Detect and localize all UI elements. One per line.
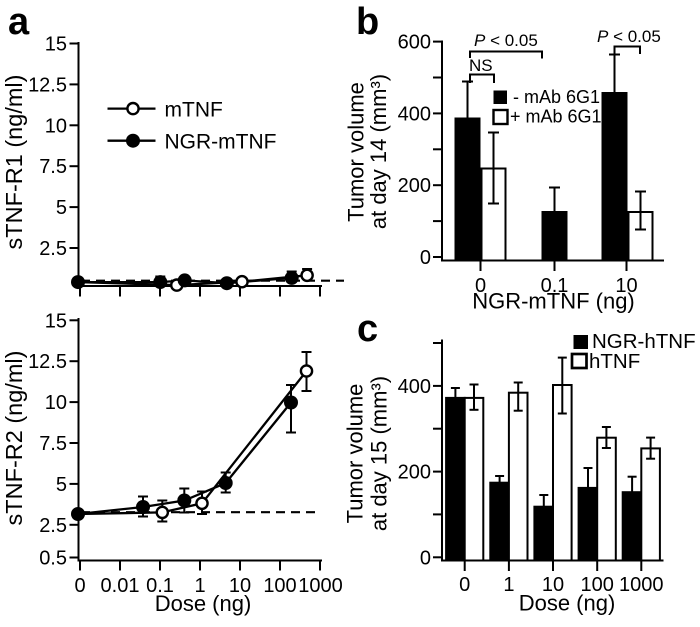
svg-text:b: b <box>356 1 379 43</box>
svg-text:a: a <box>8 1 30 43</box>
svg-text:at day 14 (mm³): at day 14 (mm³) <box>366 74 391 229</box>
svg-text:NGR-mTNF (ng): NGR-mTNF (ng) <box>472 289 635 314</box>
svg-text:NGR-hTNF: NGR-hTNF <box>592 330 696 353</box>
svg-text:15: 15 <box>45 310 67 332</box>
svg-text:100: 100 <box>263 575 296 597</box>
svg-text:c: c <box>357 308 378 350</box>
svg-text:- mAb 6G1: - mAb 6G1 <box>513 87 600 107</box>
svg-text:NGR-mTNF: NGR-mTNF <box>165 131 277 154</box>
svg-text:0: 0 <box>420 247 431 269</box>
svg-text:Tumor volume: Tumor volume <box>342 384 367 524</box>
svg-text:12.5: 12.5 <box>28 74 67 96</box>
svg-text:1: 1 <box>194 575 205 597</box>
svg-text:5: 5 <box>56 474 67 496</box>
svg-text:Dose (ng): Dose (ng) <box>519 591 616 616</box>
svg-text:12.5: 12.5 <box>28 351 67 373</box>
svg-text:0: 0 <box>459 574 470 596</box>
svg-text:0.01: 0.01 <box>101 575 140 597</box>
svg-text:10: 10 <box>615 275 637 297</box>
svg-text:1: 1 <box>503 574 514 596</box>
svg-text:sTNF-R1 (ng/ml): sTNF-R1 (ng/ml) <box>1 75 27 250</box>
svg-text:15: 15 <box>45 34 67 56</box>
svg-text:0.1: 0.1 <box>541 275 569 297</box>
svg-text:+ mAb 6G1: + mAb 6G1 <box>510 107 602 127</box>
svg-text:10: 10 <box>542 574 564 596</box>
svg-text:100: 100 <box>581 574 614 596</box>
svg-text:0: 0 <box>420 547 431 569</box>
svg-text:Dose (ng): Dose (ng) <box>155 591 252 616</box>
svg-text:200: 200 <box>398 175 431 197</box>
svg-text:2.5: 2.5 <box>39 238 67 260</box>
svg-text:5: 5 <box>56 197 67 219</box>
svg-text:2.5: 2.5 <box>39 515 67 537</box>
svg-text:P < 0.05: P < 0.05 <box>597 27 661 46</box>
svg-text:1000: 1000 <box>619 574 664 596</box>
svg-text:1000: 1000 <box>298 575 343 597</box>
svg-text:hTNF: hTNF <box>589 350 640 373</box>
svg-text:600: 600 <box>398 32 431 54</box>
svg-text:0: 0 <box>74 575 85 597</box>
svg-text:0: 0 <box>475 275 486 297</box>
svg-text:400: 400 <box>398 376 431 398</box>
svg-text:mTNF: mTNF <box>165 98 223 121</box>
svg-text:0.1: 0.1 <box>146 575 174 597</box>
svg-text:10: 10 <box>229 575 251 597</box>
svg-text:400: 400 <box>398 103 431 125</box>
svg-text:Tumor volume: Tumor volume <box>343 82 368 222</box>
svg-text:200: 200 <box>398 462 431 484</box>
svg-text:NS: NS <box>469 56 493 75</box>
svg-text:P < 0.05: P < 0.05 <box>474 31 538 50</box>
svg-text:0.5: 0.5 <box>39 548 67 570</box>
svg-text:sTNF-R2 (ng/ml): sTNF-R2 (ng/ml) <box>1 351 27 526</box>
svg-text:at day 15 (mm³): at day 15 (mm³) <box>366 376 391 531</box>
svg-text:10: 10 <box>45 115 67 137</box>
svg-text:10: 10 <box>45 392 67 414</box>
svg-text:7.5: 7.5 <box>39 433 67 455</box>
svg-text:7.5: 7.5 <box>39 156 67 178</box>
